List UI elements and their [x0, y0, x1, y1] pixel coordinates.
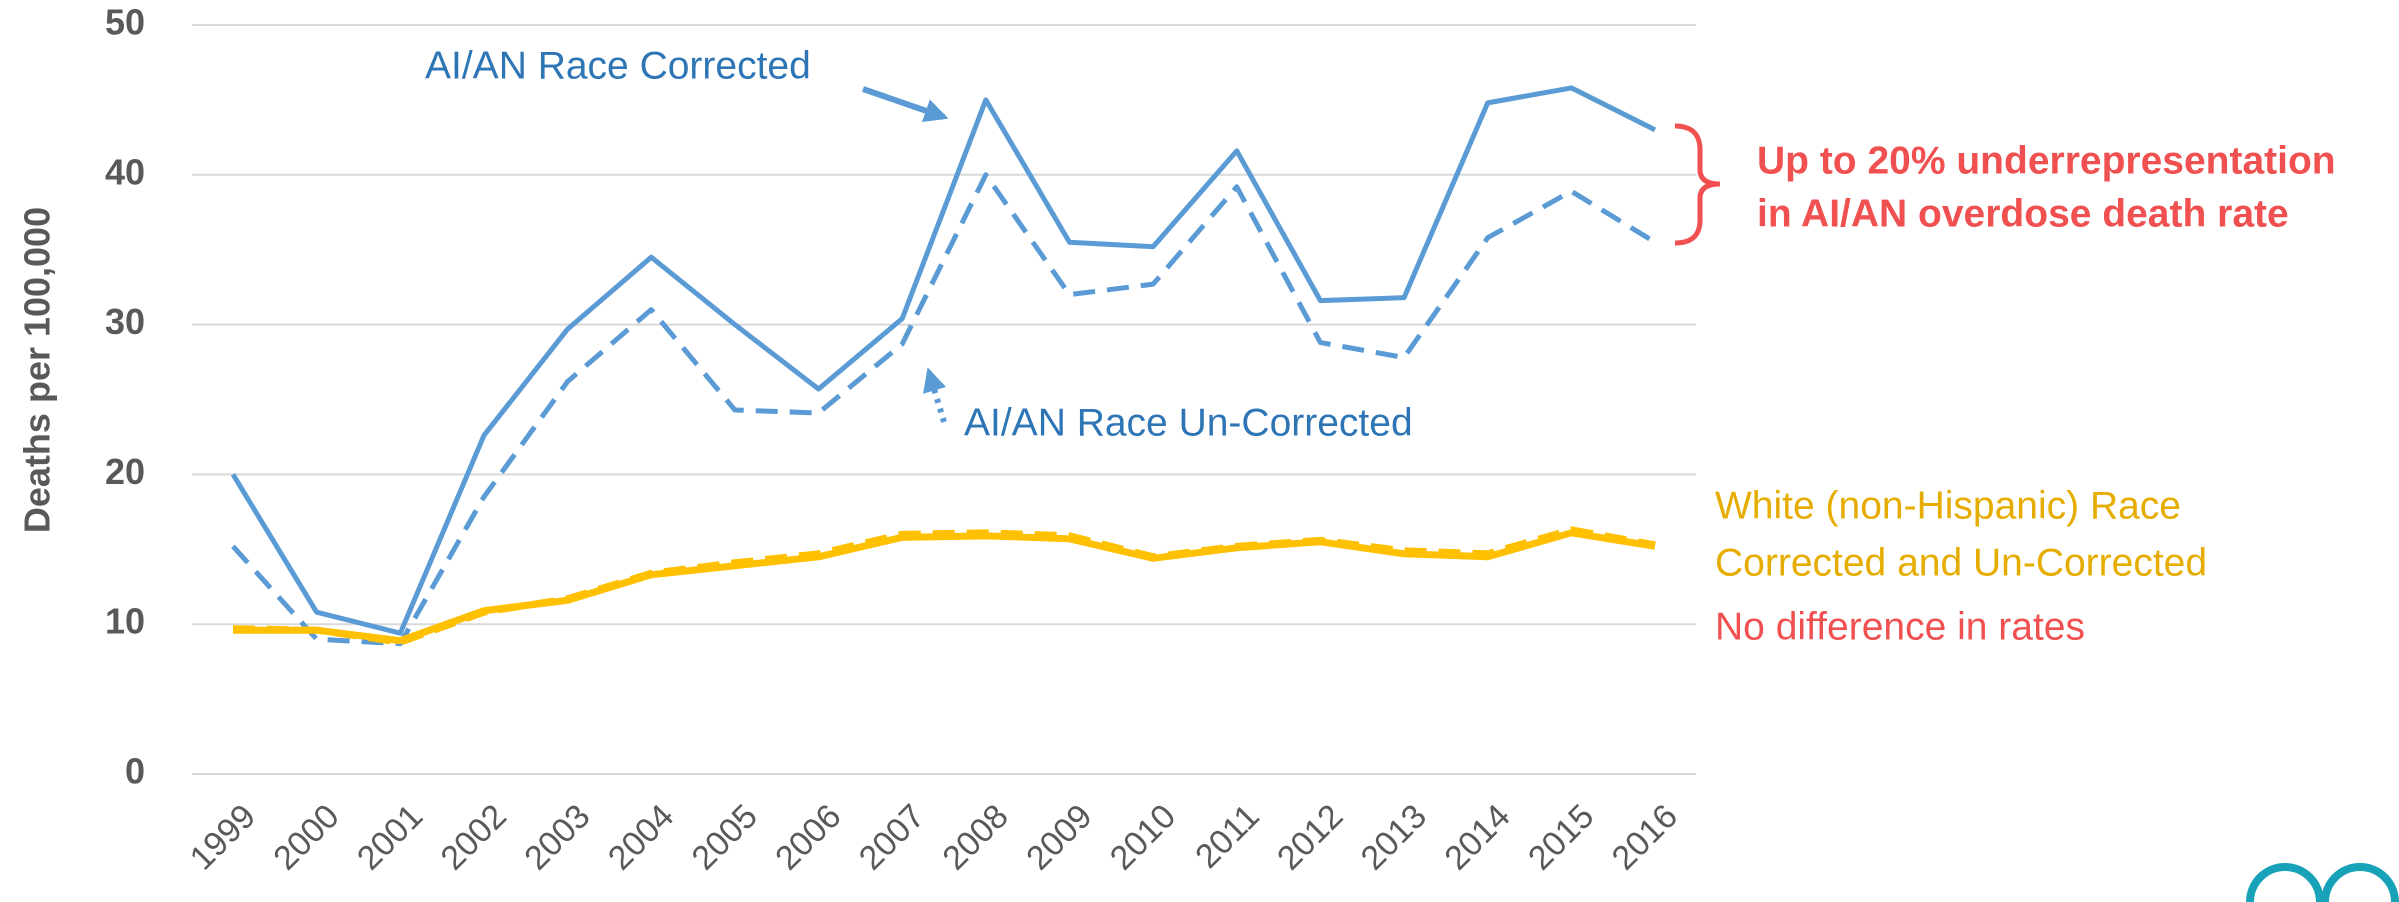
x-tick-label: 1999 — [183, 797, 263, 877]
line — [230, 85, 1657, 636]
x-tick-label: 2016 — [1605, 797, 1685, 877]
x-tick-label: 2007 — [852, 797, 932, 877]
arrow — [923, 367, 947, 423]
x-tick-label: 2006 — [768, 797, 848, 877]
y-tick-label: 10 — [105, 601, 145, 642]
arrow — [862, 86, 949, 123]
x-tick-label: 2005 — [685, 797, 765, 877]
logo — [2246, 863, 2399, 902]
annotation: in AI/AN overdose death rate — [1757, 192, 2289, 235]
x-tick-label: 2014 — [1437, 797, 1517, 877]
x-tick-label: 2012 — [1270, 797, 1350, 877]
y-tick-label: 0 — [125, 751, 145, 792]
y-tick-label: 30 — [105, 301, 145, 342]
annotation: Up to 20% underrepresentation — [1757, 139, 2336, 182]
x-tick-label: 2001 — [350, 797, 430, 877]
x-tick-label: 2008 — [935, 797, 1015, 877]
annotation: Corrected and Un-Corrected — [1715, 541, 2207, 584]
brace — [1674, 123, 1721, 246]
annotation: No difference in rates — [1715, 605, 2085, 648]
x-tick-label: 2003 — [517, 797, 597, 877]
y-axis-label: Deaths per 100,000 — [17, 207, 58, 533]
line — [231, 172, 1657, 647]
x-tick-label: 2010 — [1103, 797, 1183, 877]
x-tick-label: 2004 — [601, 797, 681, 877]
y-tick-label: 50 — [105, 2, 145, 43]
x-tick-label: 2015 — [1521, 797, 1601, 877]
annotation: AI/AN Race Corrected — [425, 44, 811, 87]
annotation: White (non-Hispanic) Race — [1715, 484, 2181, 527]
y-tick-label: 40 — [105, 151, 145, 192]
x-tick-label: 2011 — [1188, 797, 1267, 876]
line — [232, 526, 1656, 646]
x-tick-label: 2000 — [266, 797, 346, 877]
annotation: AI/AN Race Un-Corrected — [964, 401, 1413, 444]
y-tick-label: 20 — [105, 451, 145, 492]
x-tick-label: 2009 — [1019, 797, 1099, 877]
x-tick-label: 2013 — [1354, 797, 1434, 877]
x-tick-label: 2002 — [434, 797, 514, 877]
